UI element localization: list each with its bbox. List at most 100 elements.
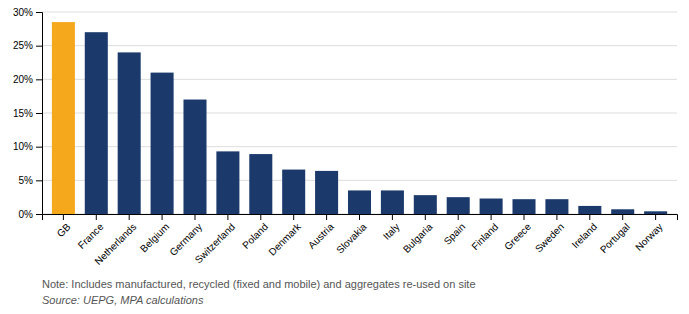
tick-mark [458, 214, 459, 220]
bar [282, 170, 305, 214]
tick: Portugal [598, 214, 632, 255]
tick-label: 25% [13, 40, 33, 51]
bar [611, 209, 634, 214]
tick-mark [36, 46, 42, 47]
chart: 0% 5% 10% 15% 20% 25% 30% GBFranceNetherlandsBe… [0, 0, 689, 314]
bar [414, 195, 437, 214]
axis-line [43, 215, 678, 221]
grid-line [42, 45, 677, 46]
tick-label: Sweden [533, 221, 566, 254]
tick-label: Poland [240, 221, 270, 251]
tick: Finland [469, 214, 500, 252]
bar [118, 52, 141, 214]
tick-label: Switzerland [193, 221, 237, 265]
bar [578, 206, 601, 214]
bar [447, 197, 470, 214]
tick: Spain [442, 214, 468, 247]
annotation: Source: UEPG, MPA calculations [42, 294, 204, 306]
tick: Norway [633, 214, 665, 253]
tick-mark [622, 214, 623, 220]
tick: Poland [240, 214, 270, 251]
tick-mark [524, 214, 525, 220]
tick: 0% [19, 209, 42, 220]
tick-mark [96, 214, 97, 220]
tick-mark [425, 214, 426, 220]
tick-label: 15% [13, 108, 33, 119]
tick: Ireland [570, 214, 599, 250]
bar [644, 211, 667, 214]
tick: Austria [306, 214, 336, 251]
tick-mark [194, 214, 195, 220]
tick-label: Greece [502, 221, 533, 252]
tick: 25% [13, 40, 42, 51]
tick-label: 5% [19, 175, 34, 186]
bar [183, 100, 206, 214]
bar [249, 154, 272, 214]
tick-label: Finland [469, 221, 500, 252]
tick: GB [55, 214, 73, 239]
axis-line [36, 13, 43, 215]
tick-mark [491, 214, 492, 220]
tick-label: Portugal [598, 221, 632, 255]
tick-mark [36, 147, 42, 148]
tick-label: 0% [19, 209, 34, 220]
annotations: Note: Includes manufactured, recycled (f… [42, 278, 476, 306]
tick: Sweden [533, 214, 566, 254]
bar [381, 190, 404, 214]
tick-label: Norway [633, 221, 665, 253]
x-axis: GBFranceNetherlandsBelgiumGermanySwitzer… [43, 214, 678, 267]
tick: 30% [13, 7, 42, 18]
tick: France [76, 214, 106, 251]
tick-mark [227, 214, 228, 220]
tick: 15% [13, 108, 42, 119]
bar [315, 171, 338, 214]
tick-mark [36, 180, 42, 181]
bar [85, 32, 108, 214]
y-axis: 0% 5% 10% 15% 20% 25% 30% [13, 7, 43, 220]
bar [545, 199, 568, 214]
tick-mark [293, 214, 294, 220]
tick-label: 30% [13, 7, 33, 18]
tick-label: Austria [306, 221, 336, 251]
tick: Slovakia [334, 214, 369, 256]
tick-mark [326, 214, 327, 220]
plot: 0% 5% 10% 15% 20% 25% 30% GBFranceNetherlandsBe… [13, 7, 678, 267]
tick-label: 20% [13, 74, 33, 85]
tick-label: Slovakia [334, 221, 369, 256]
bar [348, 190, 371, 214]
bars [52, 22, 667, 214]
annotation: Note: Includes manufactured, recycled (f… [42, 278, 476, 290]
tick-mark [36, 79, 42, 80]
tick-mark [129, 214, 130, 220]
tick-mark [655, 214, 656, 220]
tick-mark [36, 113, 42, 114]
grid [42, 12, 677, 214]
bar [151, 73, 174, 214]
grid-line [42, 12, 677, 13]
tick: Netherlands [92, 214, 138, 267]
tick-label: Ireland [570, 221, 599, 250]
tick: 5% [19, 175, 42, 186]
tick-label: France [76, 221, 106, 251]
tick-label: Belgium [138, 221, 171, 254]
tick: Italy [381, 214, 402, 242]
tick: Bulgaria [401, 214, 435, 255]
tick: Switzerland [193, 214, 237, 265]
tick-mark [36, 214, 42, 215]
tick-label: Spain [442, 221, 468, 247]
tick-mark [63, 214, 64, 220]
tick-label: Netherlands [92, 221, 138, 267]
tick-label: 10% [13, 141, 33, 152]
tick: 20% [13, 74, 42, 85]
tick-label: Bulgaria [401, 221, 435, 255]
tick-mark [589, 214, 590, 220]
tick-mark [36, 12, 42, 13]
tick-label: Denmark [266, 220, 303, 257]
tick-mark [392, 214, 393, 220]
bar [216, 151, 239, 214]
tick: Belgium [138, 214, 171, 254]
bar [52, 22, 75, 214]
bar [480, 199, 503, 214]
tick-mark [359, 214, 360, 220]
tick-mark [556, 214, 557, 220]
